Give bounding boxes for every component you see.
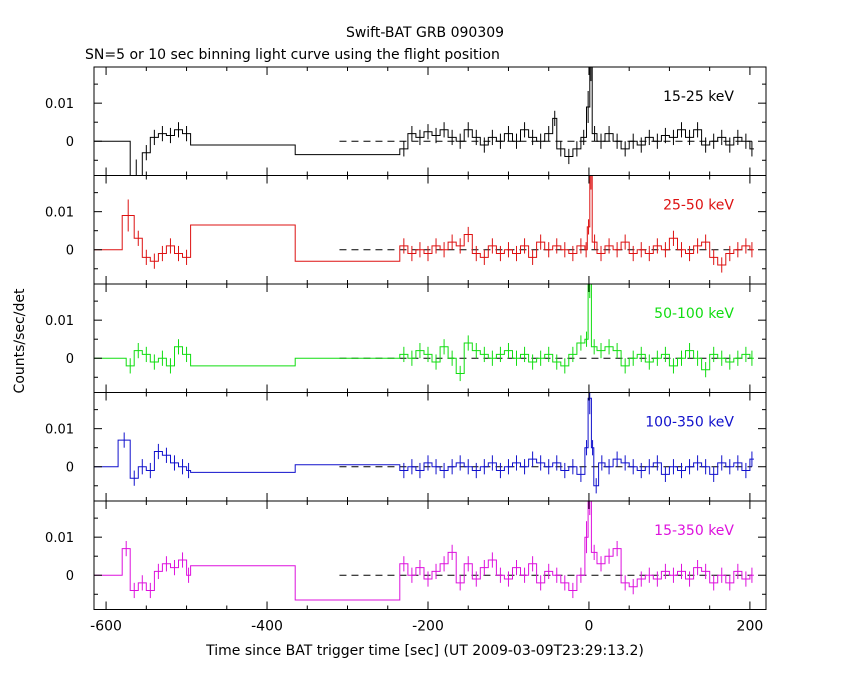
x-axis-label: Time since BAT trigger time [sec] (UT 20…: [205, 643, 644, 659]
panel: 0.01 0 100-350 keV: [45, 392, 767, 502]
y-tick-label: 0: [66, 569, 74, 584]
series-label: 25-50 keV: [663, 198, 734, 214]
y-tick-label: 0: [66, 135, 74, 150]
series-label: 100-350 keV: [645, 415, 734, 431]
panel: 0.01 0 15-25 keV: [45, 66, 767, 176]
y-tick-label: 0.01: [45, 531, 74, 546]
series-label: 15-350 keV: [654, 523, 734, 539]
light-curve-steps: [94, 501, 754, 601]
y-tick-label: 0.01: [45, 423, 74, 438]
light-curve-steps: [94, 67, 754, 176]
panel: 0.01 0 15-350 keV -600 -400 -200 0 200: [45, 500, 767, 635]
x-tick-label: -600: [90, 619, 122, 635]
chart-title: Swift-BAT GRB 090309: [346, 25, 504, 41]
panel: 0.01 0 25-50 keV: [45, 175, 767, 285]
panel-frame: [93, 175, 767, 285]
light-curve-steps: [94, 397, 754, 487]
panel-frame: [93, 66, 767, 176]
panel-frame: [93, 392, 767, 502]
y-tick-label: 0: [66, 352, 74, 367]
series-label: 50-100 keV: [654, 306, 734, 322]
x-tick-label: -200: [412, 619, 444, 635]
y-axis-label: Counts/sec/det: [12, 288, 28, 393]
chart-subtitle: SN=5 or 10 sec binning light curve using…: [85, 47, 500, 63]
panel: 0.01 0 50-100 keV: [45, 283, 767, 393]
panel-frame: [93, 283, 767, 393]
series-label: 15-25 keV: [663, 89, 734, 105]
light-curve-steps: [94, 284, 754, 374]
x-tick-label: -400: [251, 619, 283, 635]
y-tick-label: 0: [66, 244, 74, 259]
y-tick-label: 0.01: [45, 97, 74, 112]
y-tick-label: 0.01: [45, 206, 74, 221]
panel-frame: [93, 500, 767, 610]
x-tick-label: 200: [737, 619, 764, 635]
light-curve-steps: [94, 175, 754, 266]
panels-group: 0.01 0 15-25 keV 0.01 0 25-50 keV 0.01 0 50-100 …: [45, 66, 767, 635]
y-tick-label: 0.01: [45, 314, 74, 329]
y-tick-label: 0: [66, 461, 74, 476]
x-tick-label: 0: [584, 619, 593, 635]
